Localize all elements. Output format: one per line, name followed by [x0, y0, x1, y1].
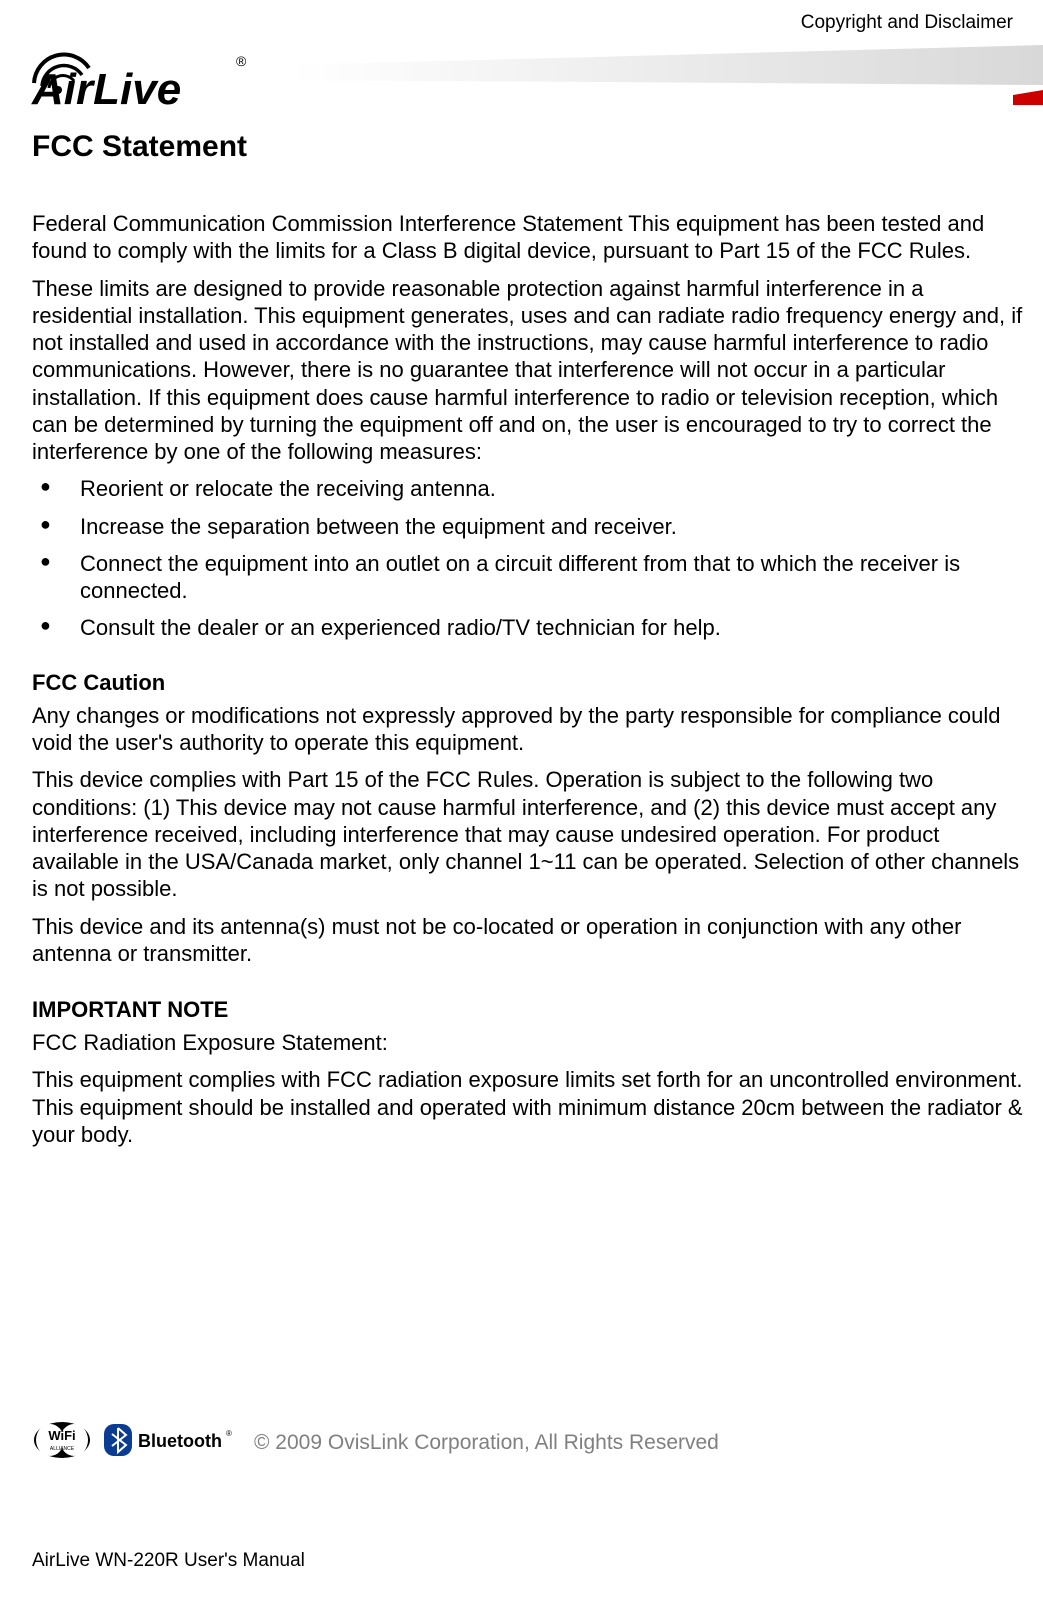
- paragraph-intro-2: These limits are designed to provide rea…: [32, 275, 1025, 466]
- bluetooth-icon: Bluetooth ®: [104, 1420, 234, 1465]
- header-label: Copyright and Disclaimer: [801, 12, 1013, 34]
- footer-manual-label: AirLive WN-220R User's Manual: [32, 1550, 305, 1572]
- brand-logo: AirLive ®: [14, 28, 254, 113]
- bullet-list: Reorient or relocate the receiving anten…: [32, 475, 1025, 641]
- paragraph-note-1: FCC Radiation Exposure Statement:: [32, 1029, 1025, 1056]
- paragraph-caution-2: This device complies with Part 15 of the…: [32, 766, 1025, 902]
- content-area: FCC Statement Federal Communication Comm…: [32, 130, 1025, 1158]
- document-page: Copyright and Disclaimer AirLive ® FCC S…: [0, 0, 1043, 1620]
- paragraph-note-2: This equipment complies with FCC radiati…: [32, 1066, 1025, 1148]
- paragraph-caution-1: Any changes or modifications not express…: [32, 702, 1025, 757]
- paragraph-caution-3: This device and its antenna(s) must not …: [32, 913, 1025, 968]
- subheading-important-note: IMPORTANT NOTE: [32, 997, 1025, 1023]
- paragraph-intro-1: Federal Communication Commission Interfe…: [32, 210, 1025, 265]
- subheading-fcc-caution: FCC Caution: [32, 670, 1025, 696]
- svg-text:AirLive: AirLive: [31, 65, 181, 108]
- airlive-logo-icon: AirLive ®: [14, 28, 254, 108]
- list-item: Increase the separation between the equi…: [32, 513, 1025, 540]
- svg-text:®: ®: [226, 1429, 232, 1438]
- header-banner-graphic: [293, 45, 1043, 105]
- list-item: Connect the equipment into an outlet on …: [32, 550, 1025, 605]
- svg-text:WiFi: WiFi: [48, 1428, 75, 1443]
- list-item: Consult the dealer or an experienced rad…: [32, 614, 1025, 641]
- svg-text:Bluetooth: Bluetooth: [138, 1431, 222, 1451]
- list-item: Reorient or relocate the receiving anten…: [32, 475, 1025, 502]
- footer-logos-row: WiFi ALLIANCE Bluetooth ® © 2009 OvisLin…: [32, 1420, 1013, 1465]
- wifi-alliance-icon: WiFi ALLIANCE: [32, 1420, 92, 1465]
- page-title: FCC Statement: [32, 130, 1025, 164]
- svg-text:®: ®: [236, 53, 247, 69]
- svg-text:ALLIANCE: ALLIANCE: [50, 1446, 75, 1452]
- copyright-text: © 2009 OvisLink Corporation, All Rights …: [254, 1431, 719, 1455]
